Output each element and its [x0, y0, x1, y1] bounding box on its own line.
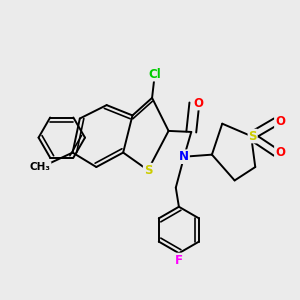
Text: N: N — [179, 150, 189, 163]
Text: CH₃: CH₃ — [30, 162, 51, 172]
Text: O: O — [193, 97, 203, 110]
Text: S: S — [248, 130, 257, 142]
Text: O: O — [275, 146, 285, 159]
Text: Cl: Cl — [149, 68, 161, 81]
Text: F: F — [175, 254, 183, 266]
Text: O: O — [275, 115, 285, 128]
Text: S: S — [144, 164, 152, 177]
